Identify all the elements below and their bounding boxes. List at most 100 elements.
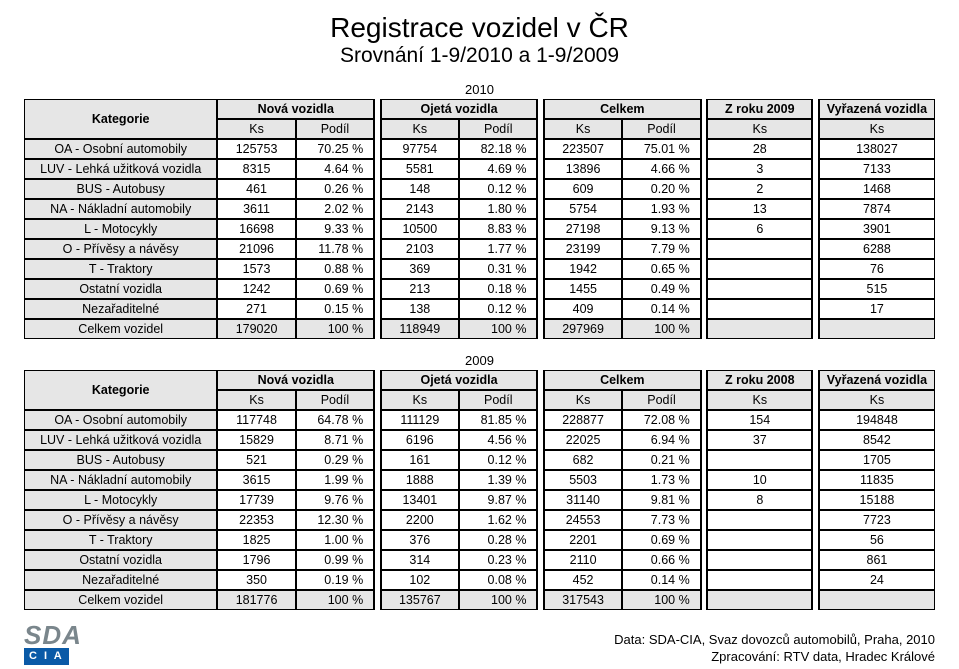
value-cell: 5503 — [544, 470, 622, 490]
value-cell: 97754 — [381, 139, 459, 159]
value-cell: 376 — [381, 530, 459, 550]
value-cell: 9.87 % — [459, 490, 537, 510]
header-ks: Ks — [381, 119, 459, 139]
value-cell: 75.01 % — [622, 139, 700, 159]
logo-bottom: C I A — [24, 648, 69, 665]
comparison-table: KategorieNová vozidlaOjetá vozidlaCelkem… — [24, 99, 935, 339]
value-cell: 0.26 % — [296, 179, 374, 199]
value-cell: 3 — [707, 159, 812, 179]
category-cell: L - Motocykly — [24, 490, 217, 510]
value-cell: 10 — [707, 470, 812, 490]
value-cell — [707, 590, 812, 610]
value-cell: 0.69 % — [622, 530, 700, 550]
value-cell: 609 — [544, 179, 622, 199]
value-cell: 0.21 % — [622, 450, 700, 470]
value-cell: 76 — [819, 259, 935, 279]
category-cell: L - Motocykly — [24, 219, 217, 239]
value-cell: 2201 — [544, 530, 622, 550]
value-cell: 1.99 % — [296, 470, 374, 490]
value-cell: 8315 — [217, 159, 295, 179]
value-cell: 2 — [707, 179, 812, 199]
header-ks: Ks — [217, 119, 295, 139]
category-cell: Ostatní vozidla — [24, 279, 217, 299]
value-cell: 861 — [819, 550, 935, 570]
value-cell: 9.33 % — [296, 219, 374, 239]
comparison-table: KategorieNová vozidlaOjetá vozidlaCelkem… — [24, 370, 935, 610]
value-cell: 154 — [707, 410, 812, 430]
value-cell: 100 % — [459, 590, 537, 610]
value-cell: 8.71 % — [296, 430, 374, 450]
value-cell: 521 — [217, 450, 295, 470]
header-vyrazena: Vyřazená vozidla — [819, 370, 935, 390]
value-cell: 6196 — [381, 430, 459, 450]
value-cell: 9.76 % — [296, 490, 374, 510]
value-cell: 7.79 % — [622, 239, 700, 259]
category-cell: O - Přívěsy a návěsy — [24, 510, 217, 530]
value-cell: 0.28 % — [459, 530, 537, 550]
value-cell: 1.93 % — [622, 199, 700, 219]
value-cell: 11835 — [819, 470, 935, 490]
header-ks: Ks — [381, 390, 459, 410]
category-cell: BUS - Autobusy — [24, 450, 217, 470]
value-cell: 13 — [707, 199, 812, 219]
value-cell: 0.88 % — [296, 259, 374, 279]
value-cell: 7874 — [819, 199, 935, 219]
value-cell: 3901 — [819, 219, 935, 239]
category-cell: Celkem vozidel — [24, 590, 217, 610]
value-cell: 0.23 % — [459, 550, 537, 570]
value-cell — [707, 550, 812, 570]
value-cell: 1825 — [217, 530, 295, 550]
value-cell: 1888 — [381, 470, 459, 490]
header-ks: Ks — [707, 119, 812, 139]
value-cell: 111129 — [381, 410, 459, 430]
value-cell: 213 — [381, 279, 459, 299]
value-cell: 10500 — [381, 219, 459, 239]
footer-line1: Data: SDA-CIA, Svaz dovozců automobilů, … — [614, 631, 935, 648]
title-block: Registrace vozidel v ČR Srovnání 1-9/201… — [24, 12, 935, 68]
header-nova: Nová vozidla — [217, 370, 374, 390]
value-cell: 1.39 % — [459, 470, 537, 490]
value-cell — [707, 530, 812, 550]
value-cell: 1.77 % — [459, 239, 537, 259]
value-cell: 515 — [819, 279, 935, 299]
value-cell: 100 % — [296, 590, 374, 610]
footer-block: SDA C I A Data: SDA-CIA, Svaz dovozců au… — [24, 624, 935, 665]
header-ks: Ks — [544, 390, 622, 410]
table-2010: 2010 KategorieNová vozidlaOjetá vozidlaC… — [24, 82, 935, 339]
value-cell: 135767 — [381, 590, 459, 610]
value-cell: 17739 — [217, 490, 295, 510]
value-cell: 2110 — [544, 550, 622, 570]
value-cell — [819, 319, 935, 339]
value-cell: 409 — [544, 299, 622, 319]
header-ks: Ks — [819, 390, 935, 410]
value-cell: 17 — [819, 299, 935, 319]
header-kategorie: Kategorie — [24, 370, 217, 410]
value-cell: 4.69 % — [459, 159, 537, 179]
value-cell: 15829 — [217, 430, 295, 450]
value-cell: 0.29 % — [296, 450, 374, 470]
value-cell — [707, 570, 812, 590]
value-cell: 37 — [707, 430, 812, 450]
value-cell: 2200 — [381, 510, 459, 530]
header-vyrazena: Vyřazená vozidla — [819, 99, 935, 119]
table-2009: 2009 KategorieNová vozidlaOjetá vozidlaC… — [24, 353, 935, 610]
value-cell: 350 — [217, 570, 295, 590]
value-cell: 64.78 % — [296, 410, 374, 430]
header-podil: Podíl — [459, 119, 537, 139]
value-cell — [707, 319, 812, 339]
value-cell: 100 % — [622, 590, 700, 610]
value-cell: 3611 — [217, 199, 295, 219]
value-cell: 452 — [544, 570, 622, 590]
value-cell: 0.14 % — [622, 299, 700, 319]
main-title: Registrace vozidel v ČR — [24, 12, 935, 44]
logo-top: SDA — [24, 624, 88, 646]
value-cell: 181776 — [217, 590, 295, 610]
value-cell: 1796 — [217, 550, 295, 570]
header-celkem: Celkem — [544, 370, 701, 390]
value-cell: 179020 — [217, 319, 295, 339]
value-cell: 56 — [819, 530, 935, 550]
header-kategorie: Kategorie — [24, 99, 217, 139]
value-cell: 2.02 % — [296, 199, 374, 219]
header-nova: Nová vozidla — [217, 99, 374, 119]
value-cell: 0.66 % — [622, 550, 700, 570]
